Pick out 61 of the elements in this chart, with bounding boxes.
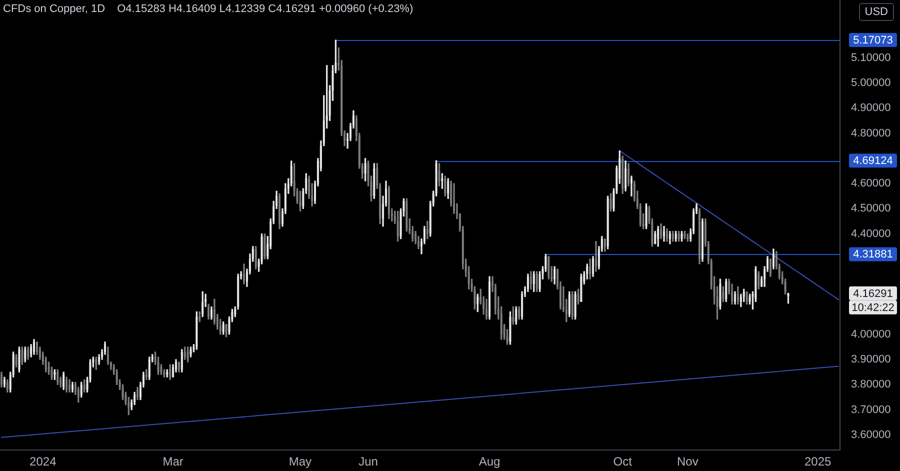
candlestick (580, 274, 582, 302)
y-tick-label: 4.50000 (851, 202, 891, 215)
y-tick-label: 3.90000 (851, 354, 891, 366)
candlestick (441, 173, 444, 189)
y-tick-label: 5.10000 (851, 52, 891, 64)
x-tick-label: Oct (613, 454, 633, 469)
chart-title: CFDs on Copper, 1D (3, 3, 106, 16)
candlestick (645, 203, 648, 230)
y-axis-title: USD (858, 3, 894, 21)
candlestick (196, 311, 198, 350)
candlestick (719, 278, 722, 310)
y-tick-label: 3.80000 (851, 378, 891, 391)
candlestick (574, 291, 576, 320)
candlestick (364, 158, 366, 182)
candlestick (680, 230, 683, 242)
candlestick (577, 288, 580, 305)
candlestick (438, 163, 440, 186)
text: 4.16291 (853, 288, 893, 300)
candlestick (684, 230, 686, 240)
candlestick (225, 324, 228, 338)
y-tick-label: 4.90000 (851, 102, 891, 114)
x-tick-label: May (288, 454, 312, 469)
candlestick (299, 190, 302, 212)
y-tick-label: 4.60000 (851, 178, 891, 190)
candlestick (509, 311, 512, 345)
x-tick-label: Mar (162, 454, 184, 469)
candlestick (54, 369, 56, 380)
text: 10:42:22 (852, 302, 894, 314)
ref-line-label: 5.17073 (853, 34, 893, 47)
y-tick-label: 3.70000 (851, 404, 891, 416)
candlestick (264, 233, 266, 260)
candlestick (610, 193, 612, 212)
y-tick-label: 5.00000 (851, 76, 891, 89)
ref-line-label: 4.31881 (853, 248, 893, 261)
x-tick-label: Nov (677, 454, 698, 469)
y-tick-label: 3.60000 (851, 428, 891, 441)
candlestick (734, 291, 736, 305)
candlestick (190, 346, 192, 358)
x-tick-label: Jun (358, 454, 378, 469)
candlestick (406, 198, 408, 232)
candlestick (83, 379, 86, 393)
candlestick (630, 176, 632, 196)
chart-subtitle: O4.15283 H4.16409 L4.12339 C4.16291 +0.00960 (+0.23%) (117, 3, 414, 16)
y-tick-label: 4.80000 (851, 127, 891, 140)
ref-line-label: 4.69124 (853, 155, 893, 168)
y-tick-label: 4.40000 (851, 228, 891, 240)
candlestick (186, 346, 189, 362)
candlestick (787, 292, 790, 304)
x-tick-label: Aug (478, 454, 500, 469)
x-tick-label: 2024 (30, 454, 57, 469)
candlestick (606, 196, 609, 250)
candlestick (68, 379, 71, 393)
candlestick (678, 230, 680, 242)
candlestick (594, 241, 597, 272)
candlestick (396, 210, 399, 242)
candlestick (222, 321, 224, 335)
candlestick (15, 354, 18, 368)
candlestick (18, 346, 20, 372)
candlestick (21, 346, 24, 365)
y-tick-label: 4.00000 (851, 328, 891, 340)
x-tick-label: 2025 (804, 454, 832, 469)
